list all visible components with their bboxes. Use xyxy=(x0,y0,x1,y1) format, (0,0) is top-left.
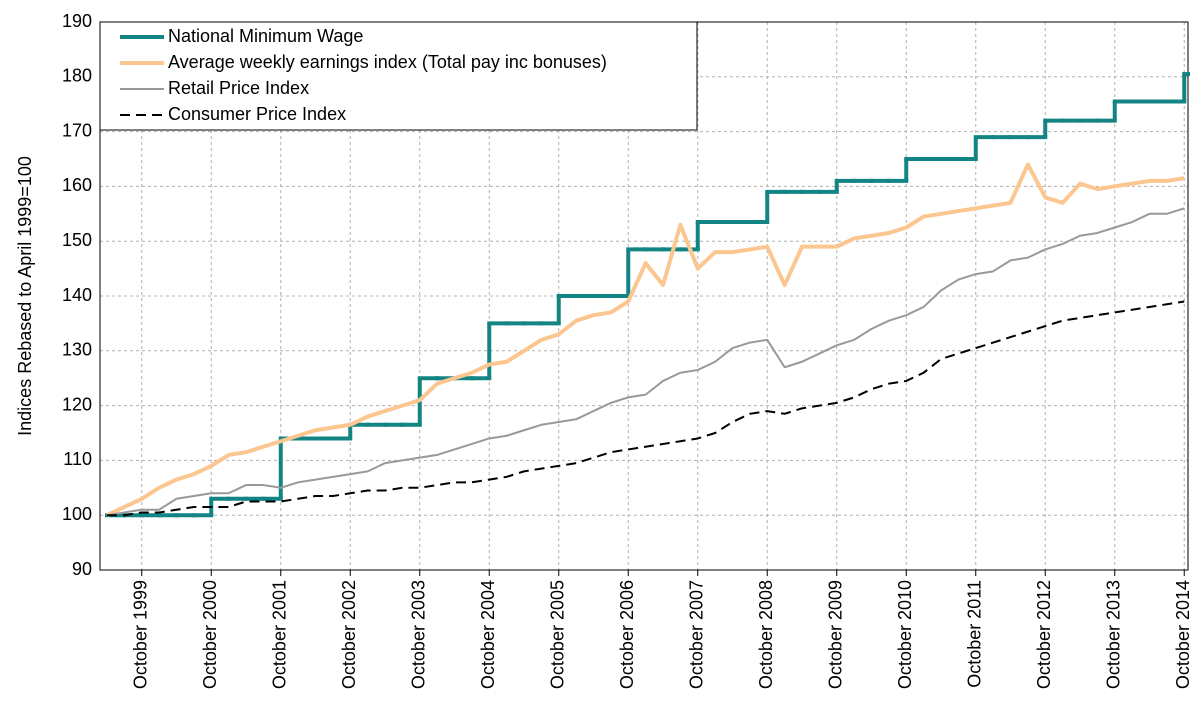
x-tick-label: October 2010 xyxy=(895,580,915,689)
y-tick-label: 140 xyxy=(62,285,92,305)
legend-box xyxy=(99,21,698,131)
x-tick-label: October 2005 xyxy=(548,580,568,689)
legend-label: Average weekly earnings index (Total pay… xyxy=(168,52,607,72)
x-tick-label: October 1999 xyxy=(131,580,151,689)
series-line xyxy=(106,162,1185,518)
legend-label: National Minimum Wage xyxy=(168,26,363,46)
legend-label: Retail Price Index xyxy=(168,78,309,98)
x-tick-label: October 2003 xyxy=(409,580,429,689)
x-tick-label: October 2011 xyxy=(965,580,985,688)
legend-label: Consumer Price Index xyxy=(168,104,346,124)
legend: National Minimum Wage Average weekly earn… xyxy=(99,21,698,131)
x-tick-label: October 2008 xyxy=(756,580,776,689)
x-tick-label: October 2009 xyxy=(826,580,846,689)
y-tick-label: 110 xyxy=(63,449,92,469)
x-tick-label: October 2013 xyxy=(1104,580,1124,689)
y-tick-label: 170 xyxy=(62,120,92,140)
y-tick-label: 180 xyxy=(62,66,92,86)
series-line xyxy=(106,207,1185,517)
y-tick-label: 100 xyxy=(62,504,92,524)
x-tick-label: October 2006 xyxy=(617,580,637,689)
x-tick-label: October 2000 xyxy=(200,580,220,689)
y-tick-label: 120 xyxy=(62,394,92,414)
series-line xyxy=(107,300,1185,517)
x-tick-label: October 2004 xyxy=(478,580,498,689)
x-tick-label: October 2012 xyxy=(1034,580,1054,689)
y-tick-label: 190 xyxy=(62,11,92,31)
y-tick-label: 130 xyxy=(62,340,92,360)
x-tick-label: October 2002 xyxy=(339,580,359,689)
x-tick-label: October 2007 xyxy=(687,580,707,689)
y-axis-label: Indices Rebased to April 1999=100 xyxy=(15,156,35,436)
y-tick-label: 160 xyxy=(62,175,92,195)
x-tick-label: October 2001 xyxy=(270,580,290,689)
y-tick-label: 90 xyxy=(72,559,92,579)
x-tick-label: October 2014 xyxy=(1173,580,1193,689)
y-tick-label: 150 xyxy=(62,230,92,250)
